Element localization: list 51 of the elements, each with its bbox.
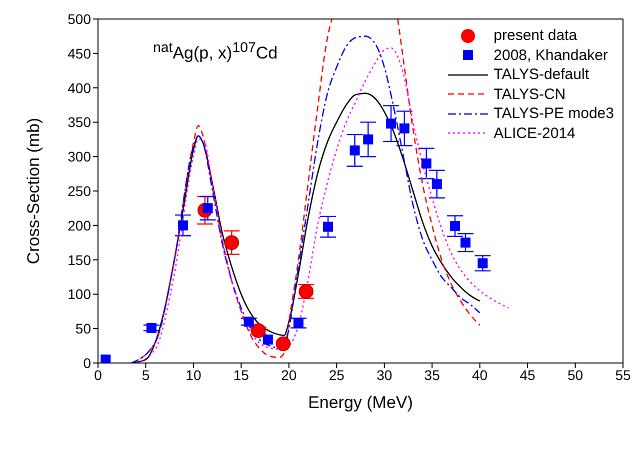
legend-label: TALYS-default [494, 65, 589, 84]
point [450, 221, 460, 232]
legend-label: present data [494, 26, 578, 46]
y-tick-label: 0 [83, 354, 92, 371]
x-tick-label: 25 [328, 366, 345, 383]
x-tick-label: 0 [94, 366, 102, 383]
x-tick-label: 10 [186, 366, 202, 383]
x-tick-label: 35 [424, 366, 440, 383]
x-tick-label: 15 [233, 366, 250, 383]
point [146, 322, 156, 333]
y-tick-label: 50 [75, 320, 92, 337]
point [293, 318, 304, 328]
y-tick-label: 200 [68, 217, 92, 234]
point [244, 316, 254, 327]
legend-label: 2008, Khandaker [494, 46, 608, 65]
point [178, 220, 188, 230]
y-tick-label: 450 [68, 45, 92, 62]
point [421, 158, 432, 168]
y-axis-title: Cross-Section (mb) [24, 118, 44, 264]
point [323, 222, 334, 232]
x-tick-label: 55 [615, 366, 631, 383]
y-tick-label: 400 [68, 80, 92, 96]
x-tick-label: 30 [376, 366, 392, 383]
point [250, 323, 266, 338]
point [478, 258, 488, 268]
x-tick-label: 40 [472, 366, 488, 383]
x-tick-label: 20 [281, 366, 297, 383]
point [224, 235, 240, 250]
x-axis-title: Energy (MeV) [308, 393, 413, 412]
point [100, 354, 111, 363]
legend-label: ALICE-2014 [494, 124, 576, 143]
point [350, 145, 360, 156]
y-tick-label: 100 [68, 286, 92, 302]
y-tick-label: 350 [68, 114, 92, 130]
x-tick-label: 5 [142, 366, 150, 383]
point [399, 123, 410, 134]
annotation: $^{nat}$Ag(p, x)$^{107}$Cd [153, 40, 278, 64]
x-tick-label: 45 [520, 366, 536, 383]
y-tick-label: 500 [68, 10, 92, 27]
point [432, 179, 442, 190]
legend-label: TALYS-PE mode3 [494, 104, 614, 124]
x-tick-label: 50 [567, 366, 584, 383]
point [386, 118, 396, 129]
point [262, 334, 273, 345]
y-tick-label: 150 [68, 252, 92, 268]
legend-label: TALYS-CN [494, 84, 566, 104]
point [460, 238, 470, 248]
point [363, 134, 374, 144]
point [276, 336, 291, 352]
y-tick-label: 300 [68, 148, 92, 165]
y-tick-label: 250 [68, 182, 92, 199]
